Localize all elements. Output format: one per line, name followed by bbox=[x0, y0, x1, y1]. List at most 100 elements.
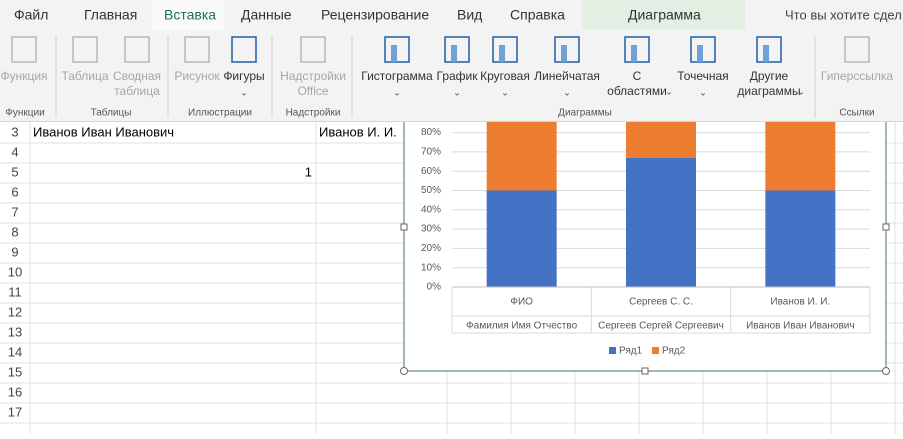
bar-segment bbox=[626, 157, 696, 287]
button-icon-fill bbox=[763, 45, 769, 62]
row-number: 3 bbox=[11, 124, 18, 139]
x-tick-label: ФИО bbox=[510, 297, 533, 308]
resize-handle[interactable] bbox=[400, 223, 408, 231]
ribbon-tab[interactable]: Вставка bbox=[164, 7, 216, 23]
button-label[interactable]: Линейчатая bbox=[534, 69, 600, 83]
row-number: 12 bbox=[8, 304, 22, 319]
row-number: 9 bbox=[11, 244, 18, 259]
y-tick-label: 60% bbox=[421, 166, 441, 177]
row-number: 5 bbox=[11, 164, 18, 179]
resize-handle[interactable] bbox=[400, 367, 408, 375]
resize-handle[interactable] bbox=[641, 367, 649, 375]
row-number: 7 bbox=[11, 204, 18, 219]
button-icon-fill bbox=[631, 45, 637, 62]
group-label: Таблицы bbox=[91, 107, 132, 119]
legend-swatch bbox=[609, 347, 616, 354]
row-number: 6 bbox=[11, 184, 18, 199]
dropdown-arrow: ⌄ bbox=[501, 87, 509, 97]
button-icon-fill bbox=[697, 45, 703, 62]
ribbon-tab[interactable]: Вид bbox=[457, 7, 482, 23]
active-tab-bg bbox=[152, 0, 224, 30]
resize-handle[interactable] bbox=[882, 223, 890, 231]
button-icon[interactable] bbox=[72, 36, 98, 63]
legend-label: Ряд1 bbox=[619, 346, 643, 357]
button-label[interactable]: Другие bbox=[750, 69, 789, 83]
bar-segment bbox=[765, 190, 836, 287]
button-label[interactable]: Рисунок bbox=[174, 69, 220, 83]
button-label[interactable]: диаграммы bbox=[737, 84, 800, 98]
row-number: 16 bbox=[8, 384, 22, 399]
x-tick-label: Сергеев С. С. bbox=[629, 297, 693, 308]
x-group-label: Фамилия Имя Отчество bbox=[466, 321, 577, 332]
button-label[interactable]: Гиперссылка bbox=[821, 69, 894, 83]
button-label[interactable]: С bbox=[633, 69, 642, 83]
x-group-label: Иванов Иван Иванович bbox=[746, 321, 855, 332]
cell-text[interactable]: 1 bbox=[305, 164, 312, 179]
dropdown-arrow: ⌄ bbox=[453, 87, 461, 97]
y-tick-label: 80% bbox=[421, 127, 441, 138]
row-number: 11 bbox=[8, 284, 22, 299]
row-number: 17 bbox=[8, 404, 22, 419]
cell-text[interactable]: Иванов Иван Иванович bbox=[33, 124, 174, 139]
ribbon-tab[interactable]: Справка bbox=[510, 7, 565, 23]
row-number: 15 bbox=[8, 364, 22, 379]
dropdown-arrow: ⌄ bbox=[665, 86, 673, 96]
group-label: Надстройки bbox=[286, 108, 341, 119]
button-icon[interactable] bbox=[11, 36, 37, 63]
x-tick-label: Иванов И. И. bbox=[770, 297, 830, 308]
ribbon-tab[interactable]: Главная bbox=[84, 7, 137, 23]
group-label: Иллюстрации bbox=[188, 108, 252, 119]
button-icon[interactable] bbox=[184, 36, 210, 63]
row-number: 14 bbox=[8, 344, 22, 359]
cell-text[interactable]: Иванов И. И. bbox=[319, 124, 397, 139]
dropdown-arrow: ⌄ bbox=[699, 87, 707, 97]
button-label[interactable]: График bbox=[437, 69, 479, 83]
button-label[interactable]: Таблица bbox=[61, 69, 108, 83]
button-icon[interactable] bbox=[300, 36, 326, 63]
button-label[interactable]: Фигуры bbox=[223, 69, 264, 83]
button-label[interactable]: Гистограмма bbox=[361, 69, 433, 83]
button-label[interactable]: Функция bbox=[0, 69, 47, 83]
y-tick-label: 40% bbox=[421, 204, 441, 215]
row-number: 10 bbox=[8, 264, 22, 279]
button-label[interactable]: Надстройки bbox=[280, 69, 346, 83]
ribbon-tab[interactable]: Данные bbox=[241, 7, 292, 23]
y-tick-label: 30% bbox=[421, 224, 441, 235]
context-tab-bg bbox=[582, 0, 745, 30]
button-icon-fill bbox=[451, 45, 457, 62]
button-label[interactable]: таблица bbox=[114, 84, 160, 98]
legend-label: Ряд2 bbox=[662, 346, 686, 357]
button-icon[interactable] bbox=[231, 36, 257, 63]
button-icon-fill bbox=[499, 45, 505, 62]
button-label[interactable]: областями bbox=[607, 84, 667, 98]
ribbon-tab[interactable]: Рецензирование bbox=[321, 7, 429, 23]
button-label[interactable]: Круговая bbox=[480, 69, 530, 83]
ribbon-tab[interactable]: Диаграмма bbox=[628, 7, 701, 23]
button-label[interactable]: Office bbox=[297, 84, 328, 98]
dropdown-arrow: ⌄ bbox=[393, 87, 401, 97]
bar-segment bbox=[486, 190, 557, 287]
button-icon-fill bbox=[391, 45, 397, 62]
legend-swatch bbox=[652, 347, 659, 354]
dropdown-arrow: ⌄ bbox=[797, 86, 805, 96]
dropdown-arrow: ⌄ bbox=[240, 87, 248, 97]
y-tick-label: 0% bbox=[427, 282, 442, 293]
button-icon-fill bbox=[561, 45, 567, 62]
x-group-label: Сергеев Сергей Сергеевич bbox=[598, 321, 724, 332]
row-number: 4 bbox=[11, 144, 18, 159]
button-label[interactable]: Точечная bbox=[677, 69, 728, 83]
button-label[interactable]: Сводная bbox=[113, 69, 161, 83]
resize-handle[interactable] bbox=[882, 367, 890, 375]
row-number: 13 bbox=[8, 324, 22, 339]
search-box[interactable]: Что вы хотите сдел bbox=[785, 7, 902, 22]
y-tick-label: 20% bbox=[421, 243, 441, 254]
y-tick-label: 50% bbox=[421, 185, 441, 196]
button-icon[interactable] bbox=[844, 36, 870, 63]
row-number: 8 bbox=[11, 224, 18, 239]
ribbon-tab[interactable]: Файл bbox=[14, 7, 48, 23]
group-label: Диаграммы bbox=[558, 108, 612, 119]
button-icon[interactable] bbox=[124, 36, 150, 63]
y-tick-label: 70% bbox=[421, 147, 441, 158]
